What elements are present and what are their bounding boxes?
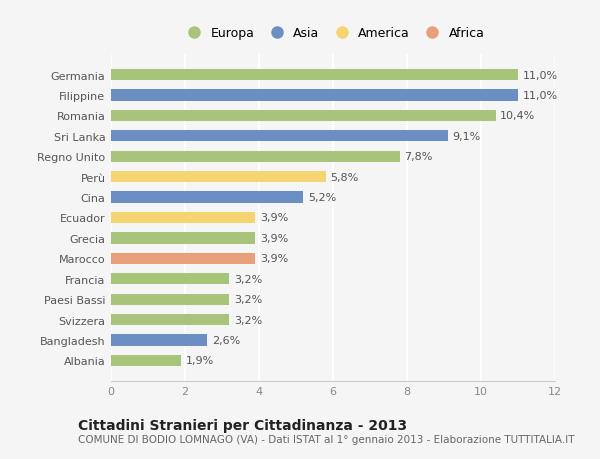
Legend: Europa, Asia, America, Africa: Europa, Asia, America, Africa [176, 22, 490, 45]
Text: 11,0%: 11,0% [523, 91, 557, 101]
Text: 3,2%: 3,2% [234, 315, 262, 325]
Text: 9,1%: 9,1% [452, 132, 481, 141]
Text: 3,2%: 3,2% [234, 274, 262, 284]
Text: COMUNE DI BODIO LOMNAGO (VA) - Dati ISTAT al 1° gennaio 2013 - Elaborazione TUTT: COMUNE DI BODIO LOMNAGO (VA) - Dati ISTA… [78, 434, 575, 444]
Text: 1,9%: 1,9% [186, 356, 214, 365]
Bar [111, 111, 496, 122]
Bar [111, 172, 326, 183]
Bar [111, 355, 181, 366]
Bar [111, 90, 518, 101]
Text: 10,4%: 10,4% [500, 111, 535, 121]
Text: 5,8%: 5,8% [330, 172, 358, 182]
Bar [111, 70, 518, 81]
Text: 2,6%: 2,6% [212, 335, 240, 345]
Text: 7,8%: 7,8% [404, 152, 433, 162]
Text: 3,9%: 3,9% [260, 233, 288, 243]
Bar [111, 233, 256, 244]
Text: 3,9%: 3,9% [260, 254, 288, 264]
Text: 3,2%: 3,2% [234, 295, 262, 304]
Bar [111, 213, 256, 224]
Bar [111, 131, 448, 142]
Text: 11,0%: 11,0% [523, 71, 557, 80]
Bar [111, 314, 229, 325]
Text: 5,2%: 5,2% [308, 193, 336, 203]
Bar [111, 253, 256, 264]
Bar [111, 151, 400, 162]
Text: 3,9%: 3,9% [260, 213, 288, 223]
Bar [111, 335, 207, 346]
Bar [111, 294, 229, 305]
Bar [111, 192, 304, 203]
Bar [111, 274, 229, 285]
Text: Cittadini Stranieri per Cittadinanza - 2013: Cittadini Stranieri per Cittadinanza - 2… [78, 418, 407, 431]
